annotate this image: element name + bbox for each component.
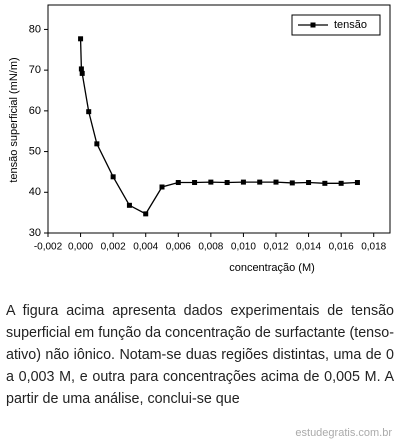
y-tick-label: 40: [29, 186, 41, 198]
x-tick-label: 0,000: [68, 242, 93, 253]
point: [94, 141, 100, 147]
point: [273, 179, 279, 185]
y-tick-label: 30: [29, 227, 41, 239]
point: [224, 180, 230, 186]
point: [338, 180, 344, 186]
point: [175, 180, 181, 186]
y-tick-label: 70: [29, 64, 41, 76]
point: [240, 179, 246, 185]
paragraph: A figura acima apresenta dados experimen…: [6, 303, 394, 407]
y-tick-label: 60: [29, 105, 41, 117]
plot-frame: [47, 4, 391, 234]
legend-box: [291, 14, 381, 36]
x-tick-label: 0,004: [133, 242, 158, 253]
point: [78, 36, 84, 42]
point: [192, 180, 198, 186]
y-axis-label: tensão superficial (mN/m): [8, 57, 20, 182]
x-tick-label: 0,008: [198, 242, 223, 253]
legend-label: tensão: [334, 19, 367, 31]
point: [126, 202, 132, 208]
point: [289, 180, 295, 186]
series-line: [79, 38, 358, 215]
point: [306, 180, 312, 186]
point: [78, 66, 84, 72]
legend-marker: [310, 22, 316, 28]
point: [79, 70, 85, 76]
chart: concentração (M) tensão superficial (mN/…: [8, 4, 391, 274]
x-axis-label: concentração (M): [229, 262, 315, 274]
y-tick-label: 80: [29, 23, 41, 35]
x-tick-label: 0,010: [231, 242, 256, 253]
x-tick-label: -0,002: [34, 242, 63, 253]
point: [110, 174, 116, 180]
y-tick-label: 50: [29, 145, 41, 157]
point: [354, 180, 360, 186]
x-tick-label: 0,018: [361, 242, 386, 253]
x-tick-label: 0,016: [329, 242, 354, 253]
watermark: estudegratis.com.br: [295, 427, 392, 439]
point: [208, 179, 214, 185]
x-tick-label: 0,014: [296, 242, 321, 253]
point: [143, 211, 149, 217]
point: [159, 184, 165, 190]
point: [257, 179, 263, 185]
x-tick-label: 0,002: [101, 242, 126, 253]
x-tick-label: 0,012: [263, 242, 288, 253]
point: [322, 180, 328, 186]
x-tick-label: 0,006: [166, 242, 191, 253]
point: [86, 109, 92, 115]
